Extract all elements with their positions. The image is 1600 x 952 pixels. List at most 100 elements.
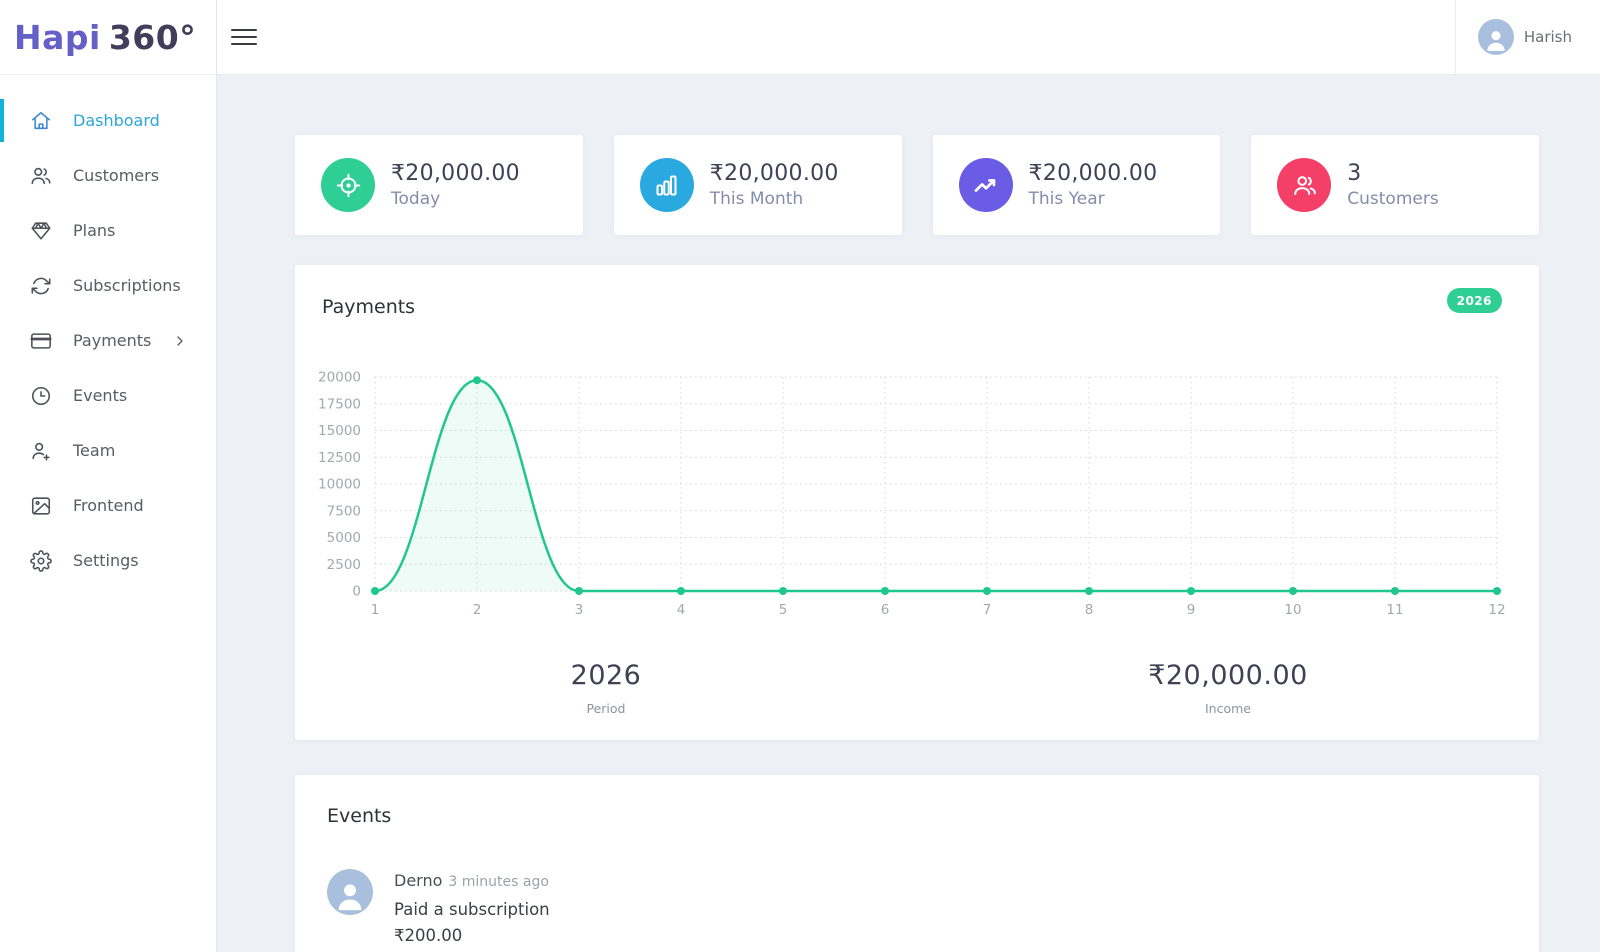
events-title: Events [327,805,392,827]
sidebar-item-label: Frontend [73,496,144,515]
svg-text:15000: 15000 [318,423,361,439]
svg-text:0: 0 [352,584,361,600]
summary-income-value: ₹20,000.00 [1148,660,1308,691]
svg-text:9: 9 [1187,602,1196,618]
user-name: Harish [1523,28,1572,46]
sidebar-item-label: Team [73,441,116,460]
diamond-icon [31,221,51,240]
gear-icon [30,549,52,572]
svg-text:2500: 2500 [327,557,361,573]
summary-period: 2026 Period [295,660,917,716]
svg-text:12500: 12500 [318,450,361,466]
svg-text:4: 4 [677,602,686,618]
stat-label: Today [391,189,441,209]
svg-text:6: 6 [881,602,890,618]
chevron-right-icon [177,335,183,346]
stat-icon-circle [958,158,1013,212]
event-timestamp: 3 minutes ago [448,874,549,890]
events-list: Derno 3 minutes ago Paid a subscription ₹20… [327,869,1507,945]
app-logo: Hapi 360° [0,0,216,75]
svg-text:5: 5 [779,602,788,618]
stat-value: ₹20,000.00 [1028,161,1158,186]
stat-value: ₹20,000.00 [709,161,839,186]
svg-text:11: 11 [1386,602,1403,618]
stat-label: Customers [1347,189,1439,209]
sidebar-item-label: Subscriptions [73,276,181,295]
clock-icon [31,386,51,405]
event-user-name: Derno [394,871,443,890]
users-icon [31,167,51,184]
sidebar-item-label: Plans [73,221,116,240]
year-badge[interactable]: 2026 [1446,288,1502,313]
svg-text:5000: 5000 [327,530,361,546]
sidebar-item-team[interactable]: Team [0,423,216,478]
sidebar-item-label: Customers [73,166,160,185]
logo-text-primary: Hapi [14,17,101,57]
home-icon [31,111,51,129]
top-header: Harish [217,0,1600,75]
stat-label: This Month [709,189,804,209]
event-avatar-icon [327,869,373,915]
stat-value: 3 [1347,161,1362,186]
logo-text-secondary: 360° [108,17,197,57]
event-item: Derno 3 minutes ago Paid a subscription ₹20… [327,869,1507,945]
stat-label: This Year [1028,189,1105,209]
svg-text:7: 7 [983,602,992,618]
sidebar-item-customers[interactable]: Customers [0,148,216,203]
sidebar-item-settings[interactable]: Settings [0,533,216,588]
svg-text:2: 2 [473,602,482,618]
hamburger-menu-icon[interactable] [231,24,257,50]
event-description: Paid a subscription [394,900,550,919]
sidebar-item-label: Dashboard [73,111,160,130]
stat-value: ₹20,000.00 [391,161,520,186]
payments-title: Payments [322,296,416,318]
sidebar-item-dashboard[interactable]: Dashboard [0,93,216,148]
user-plus-icon [32,442,50,460]
sidebar-item-plans[interactable]: Plans [0,203,216,258]
sync-icon [31,277,51,294]
svg-text:8: 8 [1085,602,1094,618]
svg-text:1: 1 [371,602,380,618]
sidebar-item-subscriptions[interactable]: Subscriptions [0,258,216,313]
payments-chart[interactable]: 0 2500 5000 7500 10000 12500 15000 17500 20000 1 2… [295,355,1539,630]
person-icon [1487,31,1505,51]
credit-card-icon [30,332,52,349]
payments-card: Payments 2026 0 2500 5000 7500 10000 12500 150… [295,265,1539,740]
stat-icon-circle [639,158,694,212]
user-avatar-icon [1477,19,1514,55]
sidebar-item-label: Settings [73,551,139,570]
svg-text:10000: 10000 [318,477,361,493]
svg-text:10: 10 [1284,602,1301,618]
stat-cards-row: ₹20,000.00 Today ₹20,000.00 This Month ₹20,0… [295,135,1539,235]
event-amount: ₹200.00 [394,926,463,945]
person-icon [338,884,362,911]
stat-card-this-month: ₹20,000.00 This Month [613,135,902,235]
summary-income: ₹20,000.00 Income [917,660,1539,716]
stat-icon-circle [321,158,375,212]
events-card: Events Derno 3 minutes ago Paid a subscrip… [295,775,1539,952]
trending-up-icon [974,178,996,192]
svg-text:20000: 20000 [318,370,361,386]
user-menu[interactable]: Harish [1454,0,1600,75]
summary-period-label: Period [586,701,626,716]
stat-icon-circle [1277,158,1332,212]
main-content: ₹20,000.00 Today ₹20,000.00 This Month ₹20,0… [217,75,1600,952]
sidebar: Hapi 360° Dashboard Customers Plans Subscrip… [0,0,217,952]
sidebar-item-events[interactable]: Events [0,368,216,423]
svg-text:7500: 7500 [327,503,361,519]
stat-card-this-year: ₹20,000.00 This Year [932,135,1221,235]
bar-chart-icon [656,174,677,196]
target-icon [336,173,360,197]
svg-text:17500: 17500 [318,396,361,412]
summary-period-value: 2026 [570,660,642,691]
stat-card-customers: 3 Customers [1251,135,1539,235]
svg-text:3: 3 [575,602,584,618]
payments-summary: 2026 Period ₹20,000.00 Income [295,660,1539,716]
sidebar-item-label: Payments [73,331,152,350]
image-icon [31,496,51,515]
sidebar-item-frontend[interactable]: Frontend [0,478,216,533]
summary-income-label: Income [1205,701,1251,716]
sidebar-item-payments[interactable]: Payments [0,313,216,368]
customers-icon [1294,175,1316,195]
sidebar-nav: Dashboard Customers Plans Subscriptions Paym… [0,75,216,588]
